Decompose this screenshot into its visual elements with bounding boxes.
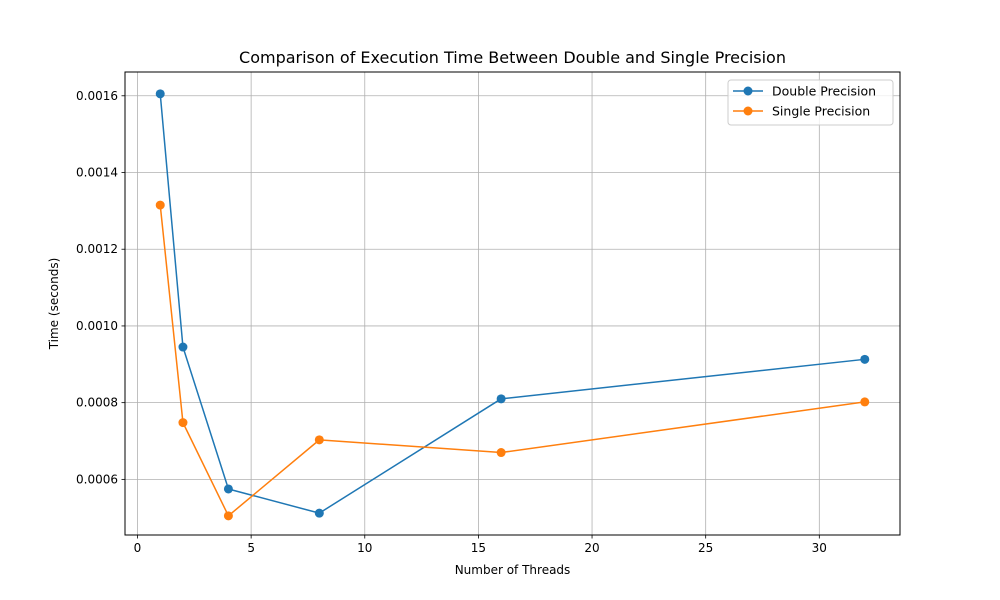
x-tick-label: 25 — [698, 541, 713, 555]
legend-label-single: Single Precision — [772, 104, 870, 119]
x-tick-label: 30 — [812, 541, 827, 555]
y-tick-label: 0.0014 — [76, 166, 118, 180]
y-axis: 0.0006 0.0008 0.0010 0.0012 0.0014 0.0016 — [76, 89, 125, 486]
series-line-double-precision — [159, 93, 865, 514]
legend-marker-single — [743, 106, 753, 116]
data-point-double-precision — [860, 354, 870, 364]
legend-label-double: Double Precision — [772, 84, 876, 99]
y-tick-label: 0.0012 — [76, 242, 118, 256]
x-tick-label: 10 — [357, 541, 372, 555]
data-point-single-precision — [223, 511, 233, 521]
data-point-single-precision — [860, 397, 870, 407]
x-tick-label: 15 — [471, 541, 486, 555]
data-point-double-precision — [155, 89, 165, 99]
plot-area-frame — [124, 71, 901, 536]
data-point-double-precision — [496, 394, 506, 404]
x-tick-label: 5 — [247, 541, 255, 555]
series-line-single-precision — [159, 205, 865, 517]
data-point-single-precision — [178, 418, 188, 428]
series-layer — [155, 89, 870, 521]
y-tick-label: 0.0010 — [76, 319, 118, 333]
legend-box — [727, 79, 894, 126]
y-tick-label: 0.0008 — [76, 396, 118, 410]
data-point-single-precision — [496, 448, 506, 458]
x-tick-label: 0 — [134, 541, 142, 555]
x-axis: 0 5 10 15 20 25 30 — [134, 535, 827, 555]
data-point-double-precision — [178, 342, 188, 352]
grid — [125, 72, 900, 535]
y-tick-label: 0.0016 — [76, 89, 118, 103]
y-axis-label: Time (seconds) — [47, 258, 61, 351]
data-point-single-precision — [155, 200, 165, 210]
y-tick-label: 0.0006 — [76, 472, 118, 486]
data-point-double-precision — [314, 508, 324, 518]
chart-title: Comparison of Execution Time Between Dou… — [239, 48, 786, 67]
data-point-double-precision — [223, 484, 233, 494]
data-point-single-precision — [314, 435, 324, 445]
x-axis-label: Number of Threads — [455, 563, 571, 577]
legend-marker-double — [743, 86, 753, 96]
x-tick-label: 20 — [584, 541, 599, 555]
legend: Double Precision Single Precision — [727, 79, 894, 126]
